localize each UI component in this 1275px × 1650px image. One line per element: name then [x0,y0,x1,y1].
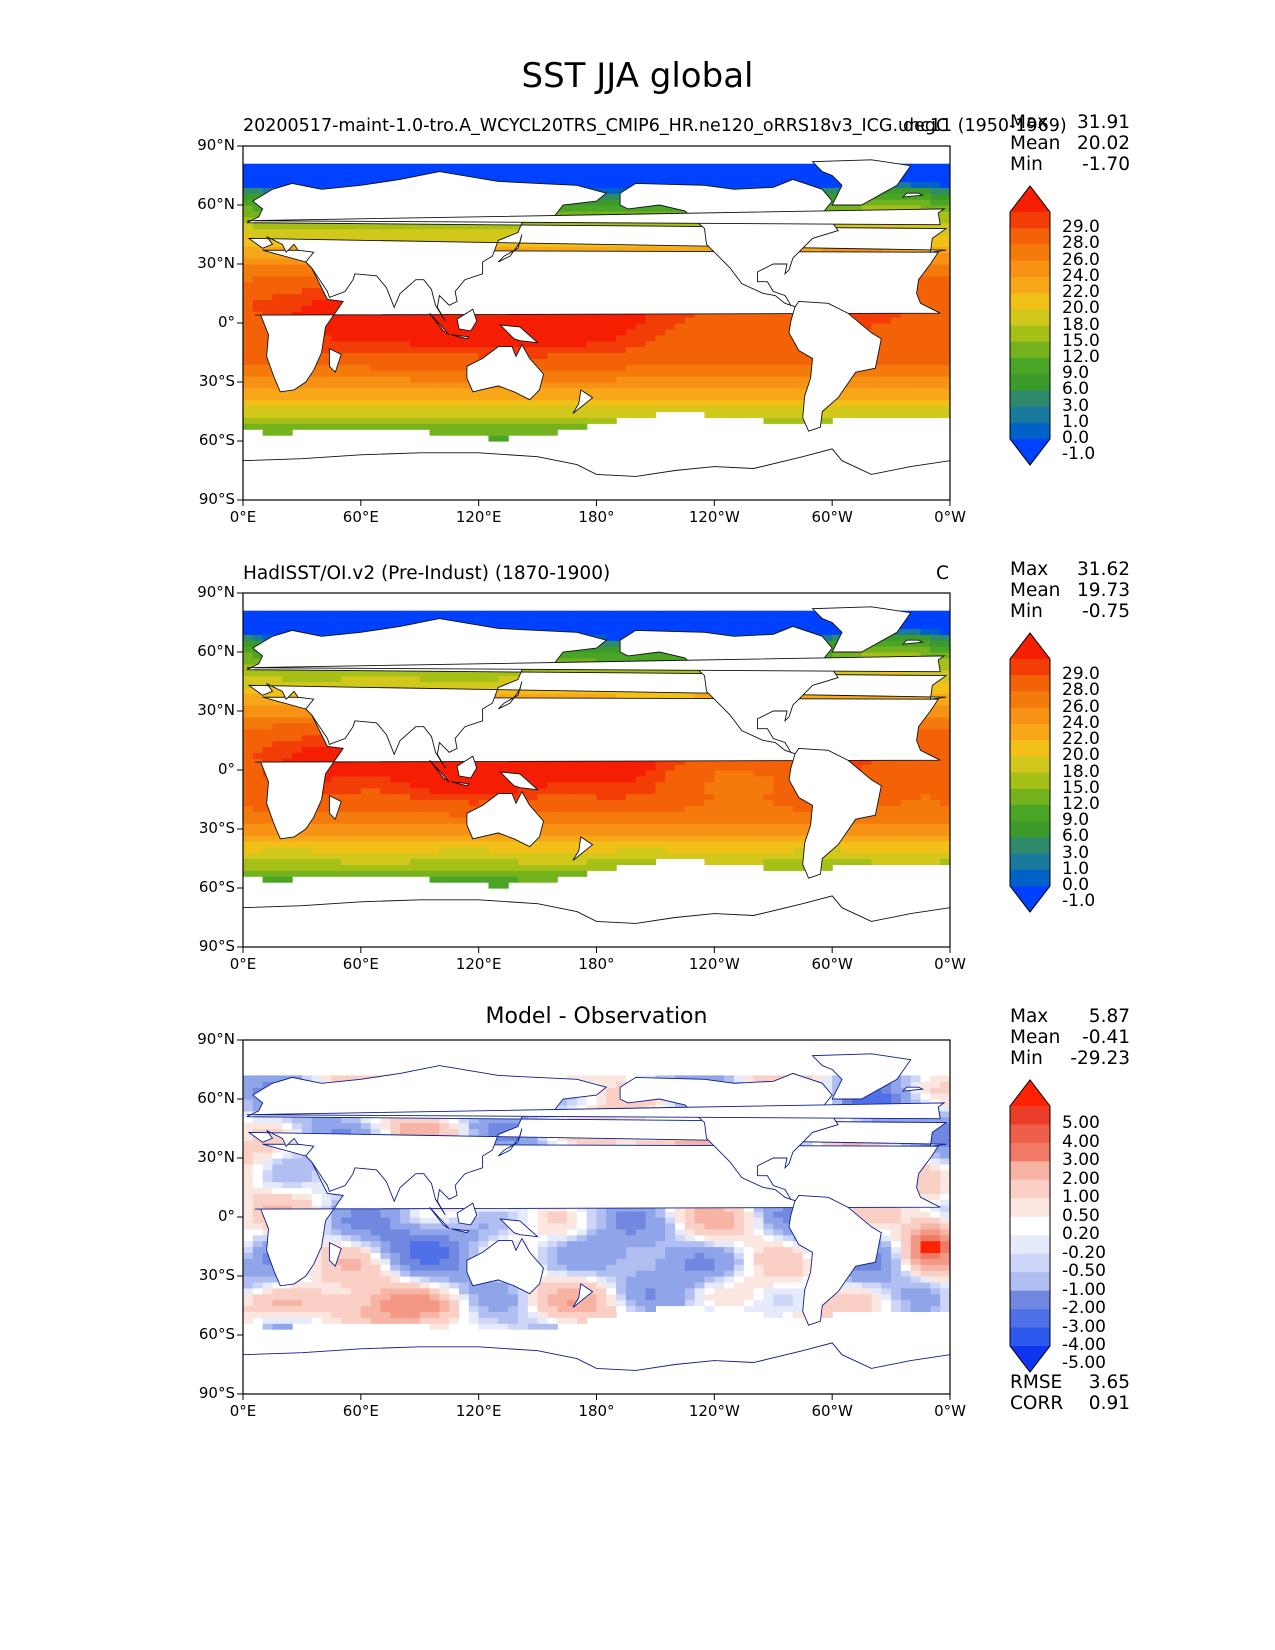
lat-tick-label: 90°S [198,1384,235,1402]
lat-tick-label: 60°N [197,195,235,213]
figure-title: SST JJA global [521,56,754,96]
panel-title: HadISST/OI.v2 (Pre-Indust) (1870-1900) [243,563,611,584]
colorbar-tick-label: -2.00 [1062,1298,1106,1319]
colorbar-tick-label: -0.20 [1062,1242,1106,1263]
stat-value-min: -29.23 [1070,1048,1130,1069]
lat-tick-label: 30°N [197,701,235,719]
lat-tick-label: 0° [217,760,235,778]
lon-tick-label: 120°W [688,1402,740,1420]
stat-value-rmse: 3.65 [1088,1372,1130,1393]
lat-tick-label: 60°S [198,878,235,896]
colorbar-tick-label: 4.00 [1062,1131,1100,1152]
lon-tick-label: 60°E [342,508,379,526]
lat-tick-label: 0° [217,1207,235,1225]
lat-tick-label: 90°S [198,490,235,508]
lon-tick-label: 0°W [934,508,966,526]
lon-tick-label: 0°W [934,1402,966,1420]
colorbar-tick-label: 1.00 [1062,1187,1100,1208]
lon-tick-label: 120°E [455,1402,502,1420]
lat-tick-label: 30°N [197,254,235,272]
colorbar-tick-label: -1.0 [1062,891,1096,912]
colorbar-tick-label: -4.00 [1062,1335,1106,1355]
lat-tick-label: 90°N [197,1030,235,1048]
lon-tick-label: 180° [578,508,615,526]
lat-tick-label: 90°N [197,136,235,154]
stat-value-mean: -0.41 [1082,1027,1130,1048]
lon-tick-label: 60°W [811,1402,853,1420]
lat-tick-label: 90°N [197,583,235,601]
lon-tick-label: 60°E [342,955,379,973]
land-mask [243,606,950,947]
colorbar-tick-label: -0.50 [1062,1261,1106,1282]
colorbar [1009,1079,1051,1373]
stat-value-corr: 0.91 [1088,1393,1130,1414]
lon-tick-label: 120°E [455,955,502,973]
stat-value-max: 31.62 [1077,559,1130,580]
lon-tick-label: 60°W [811,508,853,526]
lat-tick-label: 0° [217,313,235,331]
lon-tick-label: 180° [578,955,615,973]
lat-tick-label: 60°N [197,1089,235,1107]
stat-label-min: Min [1010,601,1043,622]
stat-label-min: Min [1010,154,1043,175]
colorbar-tick-label: 2.00 [1062,1168,1100,1189]
lon-tick-label: 0°W [934,955,966,973]
colorbar-tick-label: -1.0 [1062,444,1096,465]
colorbar [1009,632,1051,913]
data-field [243,610,950,889]
data-field [243,163,950,442]
colorbar-tick-label: -3.00 [1062,1316,1106,1337]
lon-tick-label: 0°E [229,1402,257,1420]
lat-tick-label: 30°S [198,1266,235,1284]
stat-value-min: -1.70 [1082,154,1130,175]
lon-tick-label: 180° [578,1402,615,1420]
colorbar-tick-label: 5.00 [1062,1113,1100,1134]
lon-tick-label: 120°E [455,508,502,526]
colorbar-tick-label: 0.50 [1062,1205,1100,1226]
lon-tick-label: 120°W [688,955,740,973]
lon-tick-label: 60°E [342,1402,379,1420]
data-field [243,1075,950,1336]
colorbar-tick-label: 0.20 [1062,1224,1100,1245]
lon-tick-label: 120°W [688,508,740,526]
stat-value-mean: 20.02 [1077,133,1130,154]
colorbar-tick-label: -5.00 [1062,1353,1106,1374]
stat-value-min: -0.75 [1082,601,1130,622]
lon-tick-label: 0°E [229,955,257,973]
lat-tick-label: 30°N [197,1148,235,1166]
panel-units: C [936,563,949,584]
lat-tick-label: 60°N [197,642,235,660]
stat-value-max: 31.91 [1077,112,1130,133]
colorbar-tick-label: 3.00 [1062,1150,1100,1171]
colorbar [1009,185,1051,466]
lat-tick-label: 60°S [198,431,235,449]
stat-label-min: Min [1010,1048,1043,1069]
panel-title: Model - Observation [485,1004,708,1029]
lat-tick-label: 90°S [198,937,235,955]
lat-tick-label: 30°S [198,372,235,390]
lon-tick-label: 60°W [811,955,853,973]
panel-units: degC [903,116,949,136]
lat-tick-label: 30°S [198,819,235,837]
land-mask [243,1053,950,1394]
colorbar-tick-label: -1.00 [1062,1279,1106,1300]
stat-value-mean: 19.73 [1077,580,1130,601]
lon-tick-label: 0°E [229,508,257,526]
land-mask [243,159,950,500]
stat-value-max: 5.87 [1088,1006,1130,1027]
lat-tick-label: 60°S [198,1325,235,1343]
